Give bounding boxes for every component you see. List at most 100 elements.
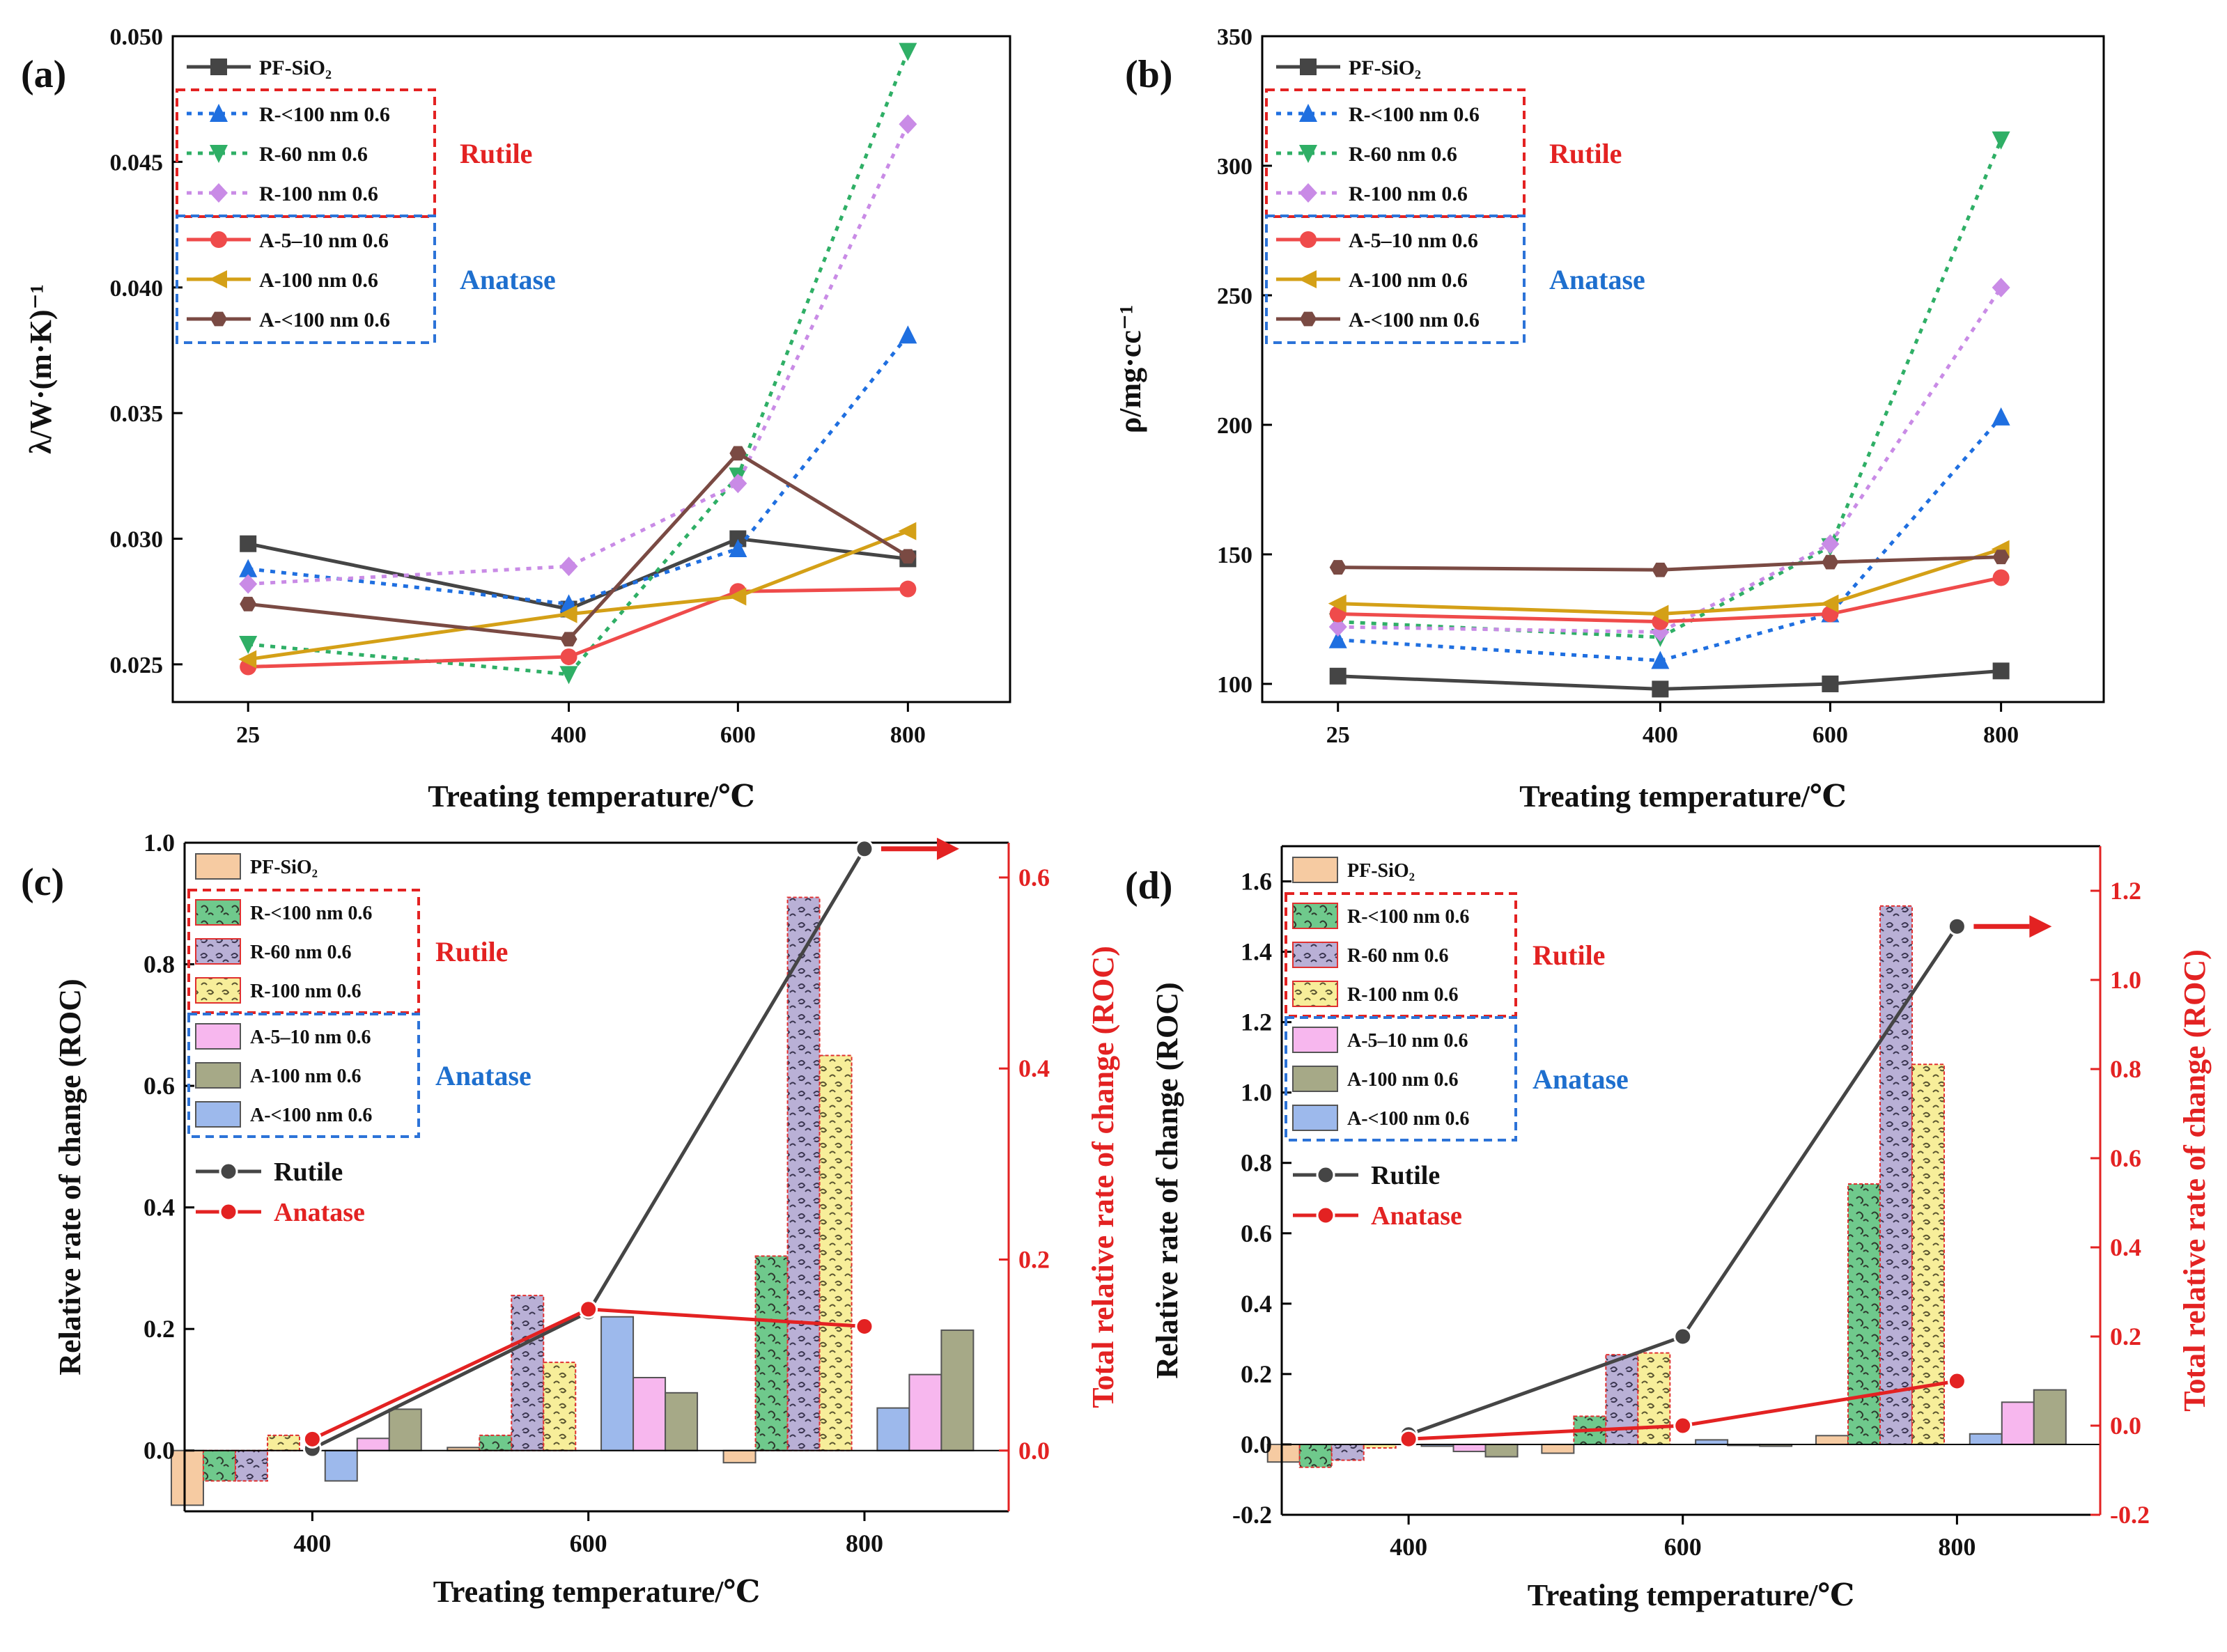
x-tick-label: 800 [890, 722, 926, 748]
series-line [247, 529, 909, 662]
data-point [560, 648, 577, 666]
rutile-box [176, 88, 436, 218]
data-point [239, 559, 258, 577]
y-axis-title: λ/W·(m·K)⁻¹ [24, 284, 58, 454]
legend-label: R-100 nm 0.6 [1349, 182, 1468, 205]
data-point [1650, 605, 1669, 623]
legend-swatch [195, 1062, 241, 1089]
total-point [855, 839, 874, 859]
total-point [1673, 1327, 1693, 1346]
x-axis-title: Treating temperature/℃ [433, 1575, 760, 1609]
total-point [1947, 917, 1966, 936]
legend-label: A-100 nm 0.6 [1349, 269, 1468, 292]
series-line [1337, 139, 2003, 639]
bar [170, 1449, 204, 1506]
bar [786, 896, 821, 1451]
legend-label: Rutile [274, 1158, 343, 1187]
data-point [899, 580, 917, 598]
data-point [1329, 667, 1347, 685]
anatase-box [187, 1013, 420, 1138]
y-tick-label: -0.2 [1232, 1501, 1272, 1529]
panel-a: (a) 0.025 0.030 0.035 0.040 0.045 0.050 25 400 60… [21, 24, 1011, 813]
legend-label: A-<100 nm 0.6 [259, 309, 390, 332]
y-tick-label: 200 [1217, 413, 1252, 439]
y-tick-label: 150 [1217, 543, 1252, 568]
bar [600, 1316, 635, 1451]
legend-label: A-<100 nm 0.6 [250, 1105, 372, 1126]
series-line [1337, 669, 2001, 691]
x-tick-label: 400 [293, 1529, 331, 1557]
series-line [1337, 555, 2001, 572]
data-point [899, 325, 917, 344]
bar [1330, 1443, 1365, 1461]
legend-marker [1300, 231, 1317, 248]
legend-label: Anatase [274, 1198, 365, 1227]
y-tick-label: 0.2 [143, 1315, 175, 1343]
y-tick-label: 0.6 [143, 1072, 175, 1100]
legend-marker [1300, 311, 1317, 327]
panel-label: (c) [21, 861, 64, 904]
anatase-label: Anatase [435, 1060, 531, 1091]
series-line [247, 536, 908, 611]
y2-tick-label: 0.6 [1018, 864, 1050, 891]
bar [1605, 1354, 1639, 1445]
total-point [1947, 1371, 1966, 1391]
bar [818, 1054, 853, 1451]
legend-label: R-100 nm 0.6 [259, 182, 378, 205]
legend-swatch [1292, 1105, 1338, 1131]
bar [234, 1449, 268, 1482]
y-tick-label: 1.6 [1241, 868, 1272, 896]
legend-marker [219, 1202, 238, 1222]
anatase-label: Anatase [1549, 264, 1645, 295]
y-tick-label: 1.0 [143, 829, 175, 857]
legend-label: A-<100 nm 0.6 [1349, 309, 1480, 332]
anatase-label: Anatase [460, 264, 556, 295]
legend-marker [210, 183, 228, 203]
data-point [1652, 562, 1669, 577]
y2-axis-title: Total relative rate of change (ROC) [2178, 949, 2212, 1412]
bar [1637, 1352, 1671, 1445]
x-tick-label: 800 [846, 1529, 883, 1557]
legend-swatch [195, 1023, 241, 1050]
legend-label: R-60 nm 0.6 [1349, 143, 1457, 166]
arrow-head [936, 837, 959, 860]
bar [1847, 1183, 1881, 1445]
bar [1541, 1443, 1575, 1454]
bar [665, 1392, 699, 1451]
y-tick-label: 300 [1217, 154, 1252, 180]
total-point [302, 1429, 322, 1449]
bar [1911, 1063, 1945, 1445]
total-point [855, 1316, 874, 1336]
data-point [1652, 680, 1669, 698]
y2-tick-label: 0.0 [2110, 1412, 2141, 1440]
data-point [1992, 131, 2010, 150]
legend-marker [210, 104, 228, 122]
plot-frame [171, 35, 1011, 703]
data-point [239, 636, 258, 655]
x-tick-label: 400 [551, 722, 587, 748]
y-tick-label: 0.6 [1241, 1219, 1272, 1247]
series-line [1337, 416, 2003, 663]
bar [1879, 905, 1913, 1445]
y-tick-label: 1.0 [1241, 1079, 1272, 1107]
bar [543, 1362, 577, 1451]
legend-label: R-<100 nm 0.6 [1347, 906, 1469, 928]
legend-marker [1300, 59, 1317, 75]
legend-marker [219, 1162, 238, 1181]
bar [202, 1449, 236, 1482]
series-line [247, 334, 910, 606]
data-point [560, 632, 577, 647]
legend-swatch [1292, 942, 1338, 968]
data-point [899, 114, 917, 134]
rutile-label: Rutile [460, 138, 532, 169]
anatase-box [176, 215, 436, 344]
series-line [248, 123, 910, 586]
data-point [1328, 594, 1347, 613]
legend-label: A-100 nm 0.6 [1347, 1069, 1458, 1091]
bar [1266, 1443, 1301, 1463]
total-point [579, 1300, 598, 1319]
legend-label: R-<100 nm 0.6 [250, 903, 372, 924]
y2-tick-label: 0.2 [1018, 1245, 1050, 1273]
y2-tick-label: -0.2 [2110, 1501, 2150, 1529]
legend-marker [210, 311, 227, 327]
